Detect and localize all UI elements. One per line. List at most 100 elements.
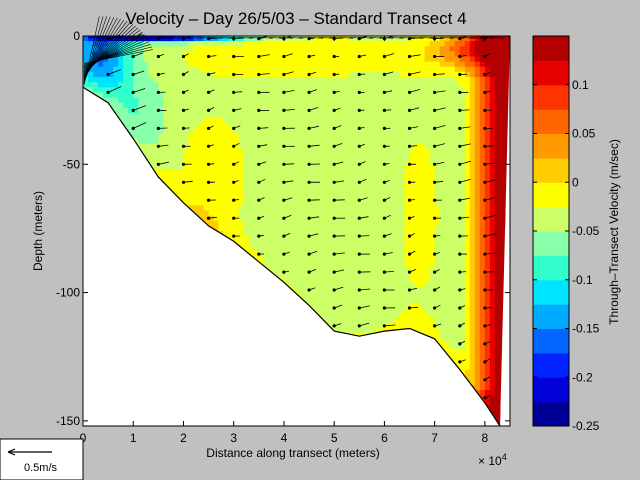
velocity-cell: [394, 323, 401, 330]
velocity-cell: [253, 87, 260, 93]
velocity-cell: [299, 97, 305, 104]
velocity-cell: [133, 128, 139, 135]
velocity-cell: [294, 225, 300, 232]
velocity-cell: [278, 205, 285, 211]
velocity-cell: [289, 164, 295, 170]
velocity-cell: [289, 205, 295, 211]
velocity-cell: [153, 71, 159, 78]
velocity-cell: [299, 169, 305, 176]
velocity-cell: [369, 174, 375, 181]
velocity-cell: [379, 123, 385, 129]
velocity-cell: [108, 61, 114, 68]
velocity-cell: [233, 66, 240, 73]
velocity-cell: [148, 107, 154, 114]
velocity-cell: [374, 323, 380, 330]
velocity-cell: [123, 61, 129, 68]
velocity-cell: [258, 246, 265, 253]
velocity-cell: [364, 143, 370, 150]
velocity-cell: [314, 277, 320, 283]
velocity-cell: [198, 143, 205, 150]
velocity-cell: [309, 56, 315, 63]
velocity-cell: [278, 138, 285, 145]
velocity-cell: [133, 138, 139, 145]
velocity-cell: [253, 92, 260, 99]
velocity-cell: [409, 82, 416, 88]
velocity-cell: [183, 77, 190, 83]
velocity-cell: [374, 272, 380, 278]
velocity-cell: [289, 184, 295, 191]
velocity-cell: [304, 261, 310, 268]
velocity-cell: [193, 77, 200, 83]
velocity-cell: [138, 46, 144, 52]
velocity-cell: [364, 205, 370, 211]
velocity-cell: [168, 51, 174, 58]
velocity-cell: [243, 56, 250, 63]
velocity-cell: [153, 154, 159, 160]
velocity-cell: [344, 179, 350, 186]
velocity-cell: [178, 92, 184, 99]
velocity-cell: [324, 128, 330, 135]
velocity-cell: [263, 261, 270, 268]
velocity-cell: [389, 71, 395, 78]
velocity-cell: [354, 215, 360, 222]
velocity-cell: [213, 102, 220, 109]
velocity-cell: [158, 148, 164, 155]
velocity-cell: [324, 210, 330, 217]
velocity-cell: [349, 225, 355, 232]
velocity-cell: [404, 133, 411, 140]
velocity-cell: [158, 46, 164, 52]
velocity-cell: [193, 133, 200, 140]
velocity-cell: [193, 195, 200, 201]
velocity-cell: [289, 118, 295, 124]
velocity-cell: [369, 323, 375, 330]
velocity-cell: [364, 71, 370, 78]
velocity-cell: [208, 195, 215, 201]
velocity-cell: [369, 261, 375, 268]
velocity-cell: [334, 118, 340, 124]
velocity-cell: [248, 102, 255, 109]
velocity-cell: [309, 184, 315, 191]
velocity-cell: [218, 36, 225, 42]
velocity-cell: [188, 123, 195, 129]
velocity-cell: [404, 308, 411, 314]
velocity-cell: [273, 143, 280, 150]
velocity-cell: [389, 164, 395, 170]
velocity-cell: [148, 77, 154, 83]
velocity-cell: [309, 102, 315, 109]
velocity-cell: [309, 164, 315, 170]
velocity-cell: [359, 292, 365, 299]
velocity-cell: [409, 143, 416, 150]
velocity-cell: [208, 189, 215, 196]
velocity-cell: [349, 302, 355, 309]
velocity-cell: [364, 169, 370, 176]
velocity-cell: [263, 133, 270, 140]
velocity-cell: [399, 210, 406, 217]
velocity-cell: [349, 77, 355, 83]
velocity-cell: [384, 36, 390, 42]
velocity-cell: [299, 118, 305, 124]
velocity-cell: [364, 282, 370, 288]
velocity-cell: [268, 220, 275, 227]
velocity-cell: [223, 118, 230, 124]
velocity-cell: [344, 277, 350, 283]
velocity-cell: [314, 272, 320, 278]
velocity-cell: [409, 92, 416, 99]
velocity-cell: [364, 148, 370, 155]
velocity-cell: [263, 82, 270, 88]
velocity-cell: [203, 107, 210, 114]
velocity-cell: [329, 246, 335, 253]
velocity-cell: [83, 41, 89, 47]
velocity-cell: [128, 118, 134, 124]
velocity-cell: [208, 154, 215, 160]
velocity-cell: [359, 282, 365, 288]
velocity-cell: [148, 123, 154, 129]
velocity-cell: [339, 123, 345, 129]
velocity-cell: [258, 143, 265, 150]
velocity-cell: [248, 225, 255, 232]
velocity-cell: [339, 61, 345, 68]
velocity-cell: [258, 87, 265, 93]
velocity-cell: [108, 102, 114, 109]
velocity-cell: [379, 36, 385, 42]
velocity-cell: [329, 102, 335, 109]
